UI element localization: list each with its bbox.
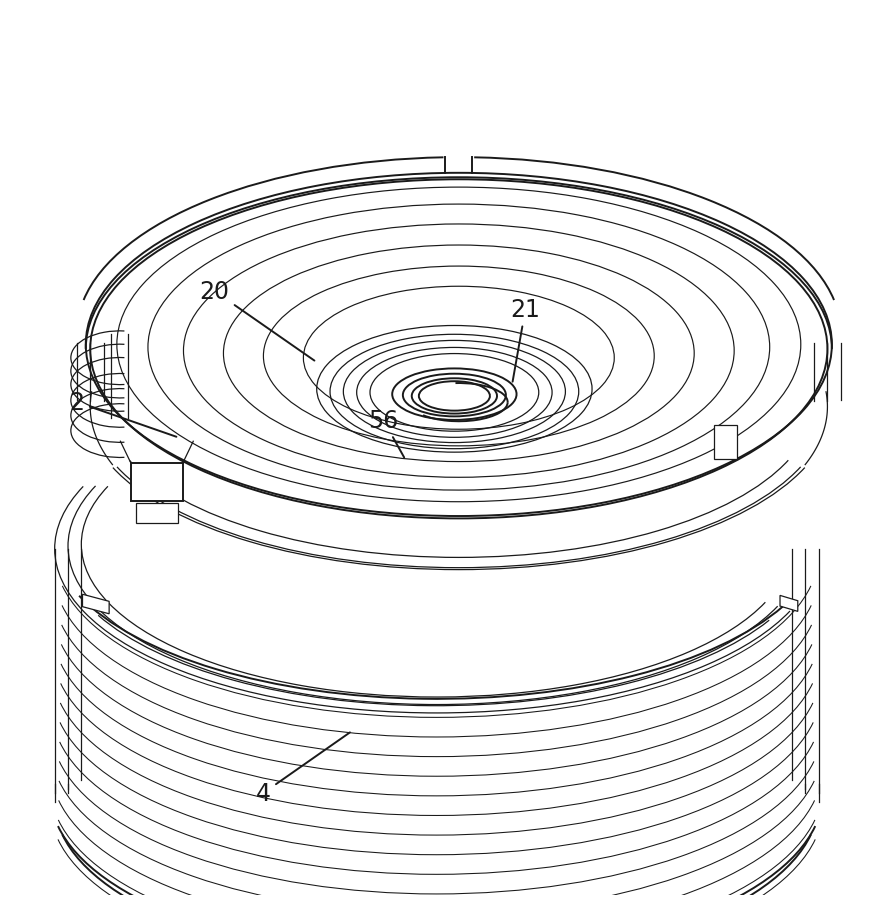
Text: 4: 4 (256, 732, 350, 805)
Polygon shape (780, 596, 797, 611)
Polygon shape (714, 426, 737, 460)
Polygon shape (135, 503, 178, 524)
Text: 56: 56 (368, 408, 405, 458)
Polygon shape (83, 594, 109, 614)
Polygon shape (131, 464, 183, 501)
Text: 20: 20 (200, 280, 315, 361)
Text: 2: 2 (69, 391, 176, 437)
Text: 21: 21 (511, 298, 540, 382)
